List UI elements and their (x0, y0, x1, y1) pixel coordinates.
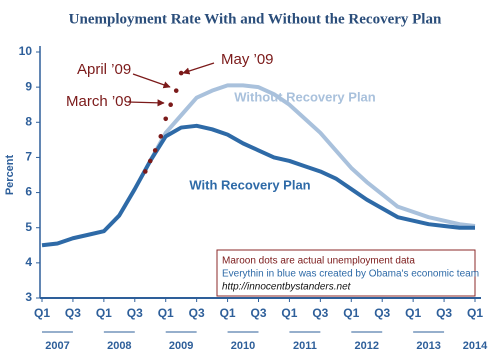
y-axis-label: Percent (4, 154, 16, 195)
series-line (41, 123, 475, 248)
y-tick-label: 10 (19, 44, 33, 58)
year-label: 2009 (169, 340, 193, 352)
actual-dot (168, 102, 173, 108)
series-line (148, 83, 476, 228)
actual-dot (152, 148, 158, 153)
x-tick-label: Q1 (158, 306, 174, 320)
x-tick-label: Q1 (34, 306, 50, 320)
y-tick-label: 3 (25, 290, 32, 304)
annotation-arrow (127, 99, 165, 107)
x-tick-label: Q1 (281, 306, 297, 320)
note-text: Maroon dots are actual unemployment data (222, 256, 415, 267)
x-tick-label: Q1 (467, 306, 483, 320)
year-label: 2007 (45, 340, 69, 352)
x-tick-label: Q3 (189, 306, 205, 320)
actual-dot (147, 158, 153, 164)
x-tick-label: Q3 (374, 306, 390, 320)
x-tick-label: Q1 (220, 306, 236, 320)
y-tick-label: 6 (25, 185, 32, 199)
annotation: March ’09 (66, 93, 132, 110)
year-label: 2012 (355, 340, 379, 352)
y-tick-label: 7 (25, 150, 32, 164)
x-tick-label: Q3 (65, 306, 81, 320)
x-tick-label: Q3 (436, 306, 452, 320)
y-tick-label: 8 (25, 114, 32, 128)
x-tick-label: Q3 (250, 306, 266, 320)
year-label: 2011 (293, 340, 317, 352)
note-text: http://innocentbystanders.net (222, 282, 352, 293)
actual-dot (143, 169, 148, 174)
x-tick-label: Q1 (405, 306, 421, 320)
x-tick-label: Q3 (127, 306, 143, 320)
actual-dot (173, 88, 179, 93)
actual-dot (158, 134, 164, 139)
year-label: 2013 (416, 340, 440, 352)
year-label: 2008 (107, 340, 131, 352)
annotation: May ’09 (221, 51, 274, 68)
x-tick-label: Q3 (312, 306, 328, 320)
series-label: Without Recovery Plan (234, 89, 376, 104)
chart-title: Unemployment Rate With and Without the R… (69, 11, 442, 27)
actual-dot (178, 70, 184, 76)
year-label: 2010 (231, 340, 255, 352)
series-label: With Recovery Plan (189, 177, 310, 192)
annotation-arrow (182, 62, 215, 75)
y-tick-label: 4 (25, 255, 32, 269)
y-tick-label: 9 (25, 79, 32, 93)
x-tick-label: Q1 (343, 306, 359, 320)
actual-dot (163, 116, 169, 122)
y-tick-label: 5 (25, 220, 32, 234)
note-box (216, 249, 476, 297)
year-label: 2014 (463, 340, 488, 352)
annotation-arrow (132, 73, 171, 89)
x-tick-label: Q1 (96, 306, 112, 320)
note-text: Everythin in blue was created by Obama's… (222, 269, 479, 280)
annotation: April ’09 (77, 61, 131, 78)
